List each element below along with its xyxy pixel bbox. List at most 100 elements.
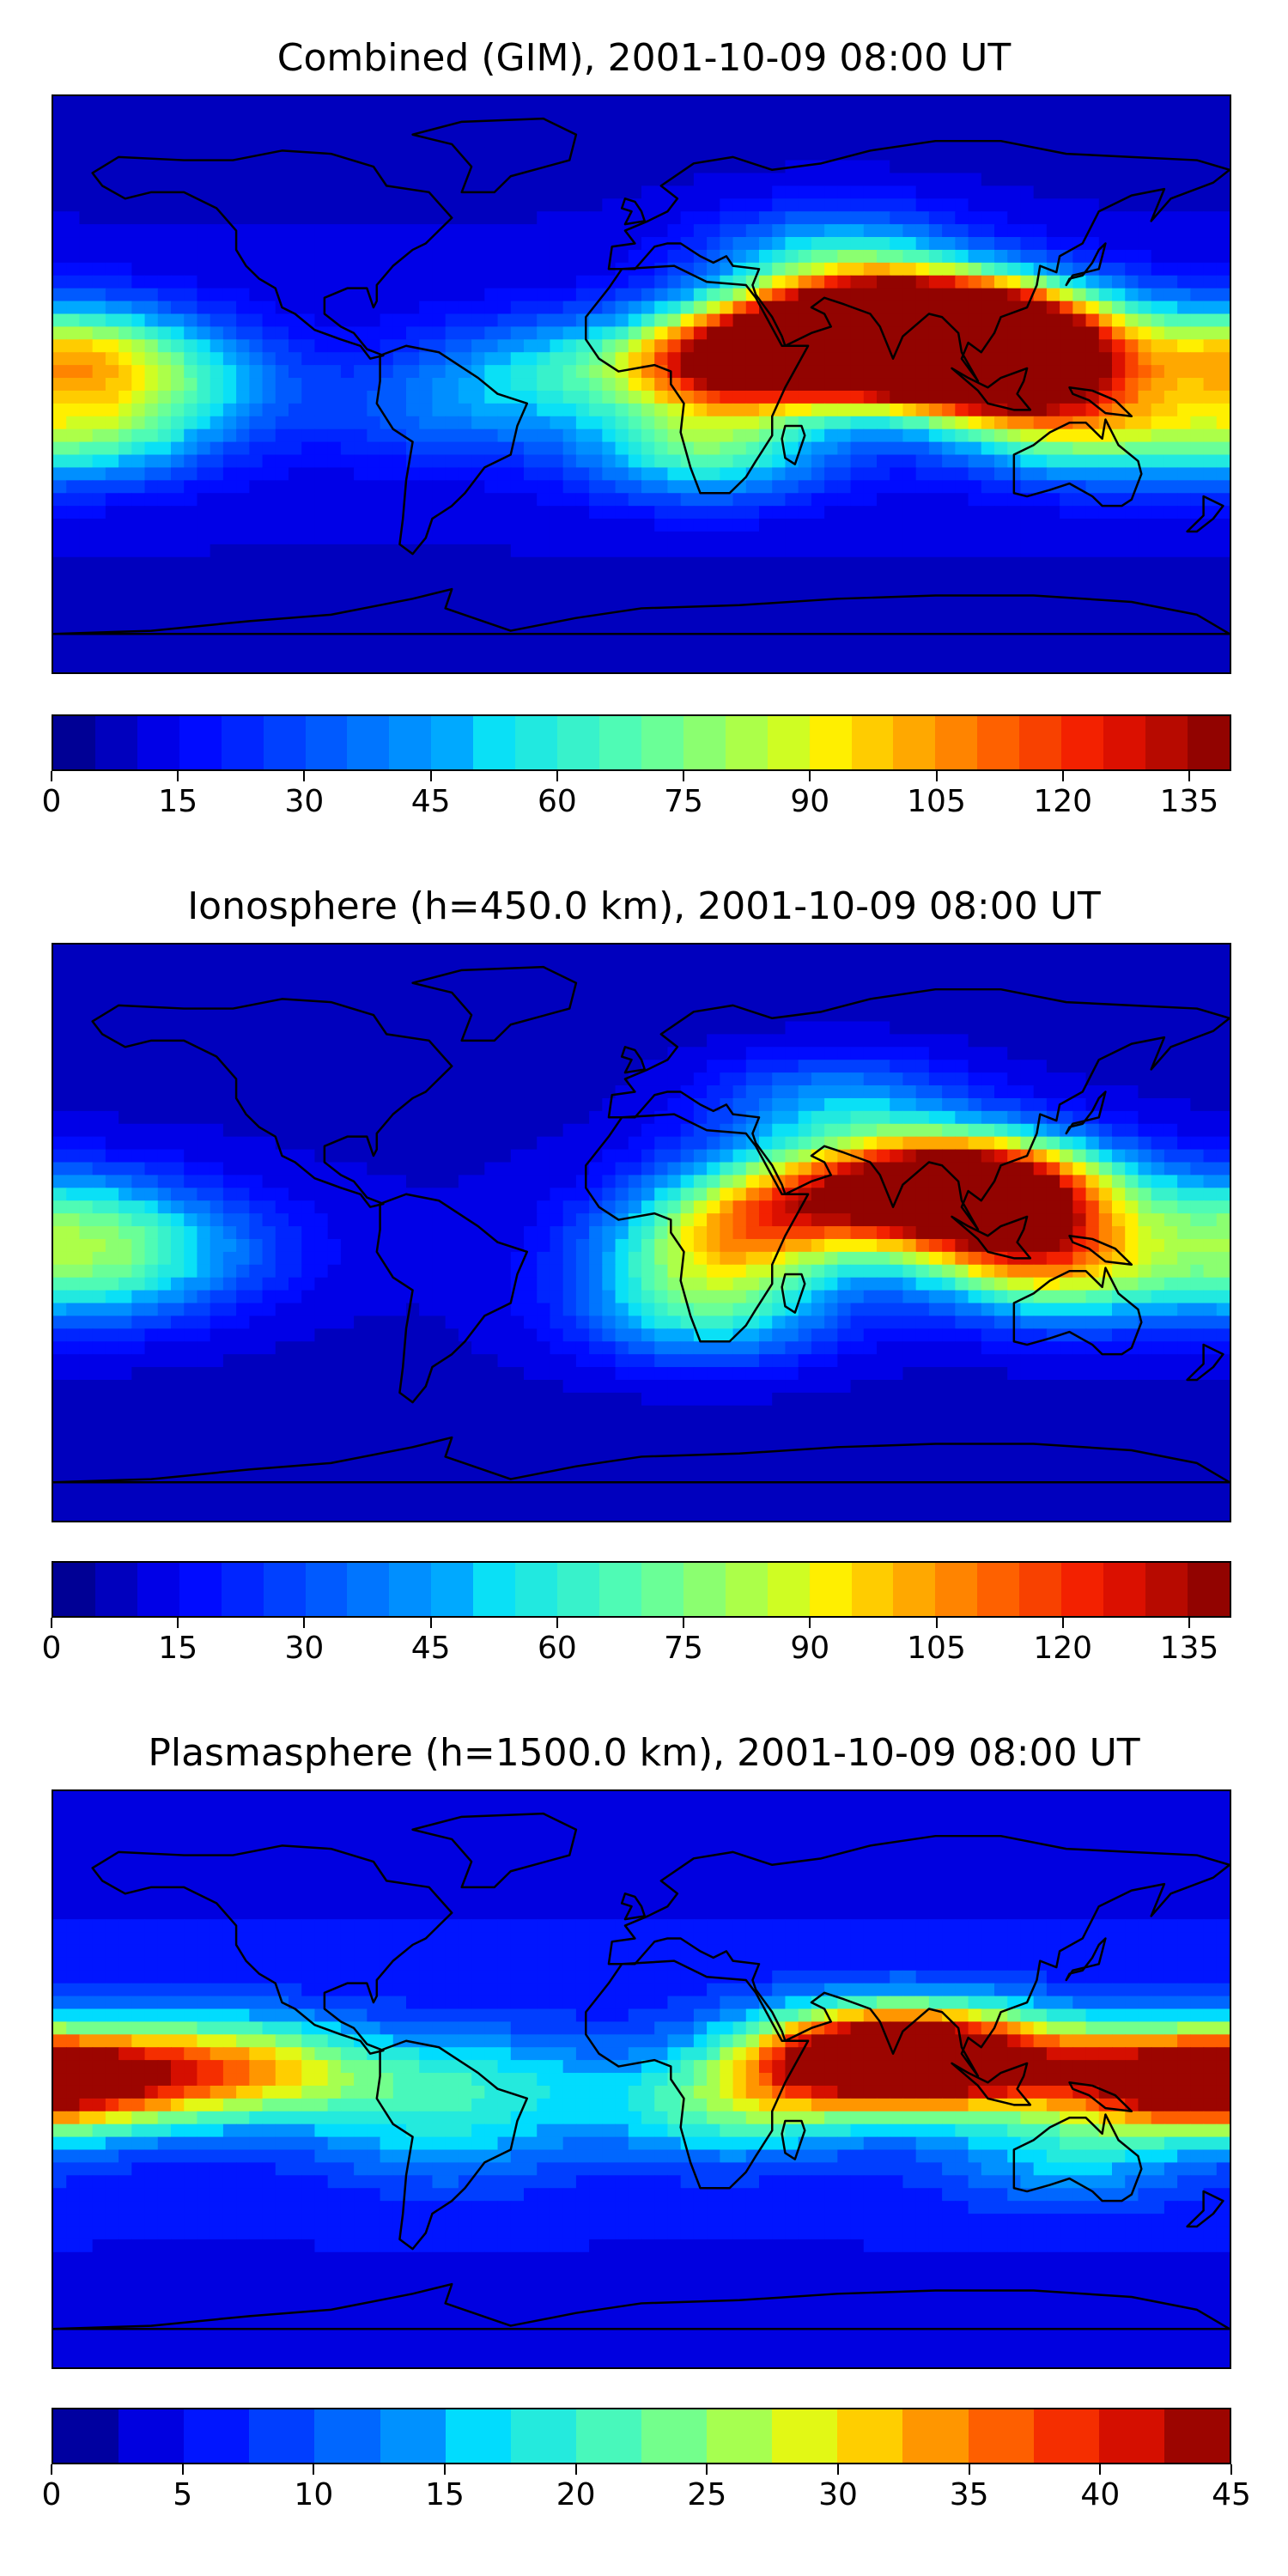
heatmap-cell: [968, 595, 982, 610]
heatmap-cell: [275, 556, 289, 571]
heatmap-cell: [275, 582, 289, 597]
heatmap-cell: [380, 519, 394, 532]
heatmap-cell: [105, 121, 119, 136]
heatmap-cell: [210, 108, 224, 123]
heatmap-cell: [275, 390, 289, 404]
heatmap-cell: [863, 326, 878, 340]
heatmap-cell: [550, 288, 564, 302]
heatmap-cell: [1098, 569, 1113, 584]
heatmap-cell: [890, 249, 904, 264]
heatmap-cell: [680, 1034, 695, 1048]
heatmap-cell: [66, 403, 81, 417]
heatmap-cell: [157, 634, 172, 647]
heatmap-cell: [484, 134, 499, 149]
heatmap-cell: [1138, 352, 1152, 366]
heatmap-cell: [236, 608, 250, 622]
heatmap-cell: [824, 416, 838, 430]
heatmap-cell: [628, 982, 642, 997]
heatmap-cell: [458, 531, 472, 545]
heatmap-cell: [654, 173, 669, 186]
heatmap-cell: [249, 982, 264, 997]
heatmap-cell: [236, 467, 250, 481]
heatmap-cell: [471, 569, 485, 584]
heatmap-cell: [654, 480, 669, 494]
heatmap-cell: [1033, 467, 1048, 481]
heatmap-cell: [1163, 441, 1178, 456]
heatmap-cell: [327, 121, 342, 136]
heatmap-cell: [275, 108, 289, 123]
heatmap-cell: [53, 493, 67, 507]
heatmap-cell: [942, 1021, 956, 1035]
colorbar-level: [1019, 716, 1062, 769]
heatmap-cell: [471, 1008, 485, 1023]
heatmap-cell: [354, 147, 368, 161]
heatmap-cell: [92, 957, 106, 971]
heatmap-cell: [1020, 313, 1035, 327]
heatmap-cell: [1020, 416, 1035, 430]
colorbar-level: [305, 716, 348, 769]
heatmap-cell: [392, 1047, 407, 1060]
heatmap-cell: [275, 595, 289, 610]
heatmap-cell: [497, 441, 512, 456]
heatmap-cell: [942, 365, 956, 379]
heatmap-cell: [1033, 454, 1048, 469]
heatmap-cell: [537, 134, 551, 149]
heatmap-cell: [955, 544, 969, 558]
heatmap-cell: [667, 582, 682, 597]
heatmap-cell: [171, 96, 185, 110]
heatmap-cell: [53, 352, 67, 366]
heatmap-cell: [628, 1021, 642, 1035]
heatmap-cell: [432, 403, 447, 417]
heatmap-cell: [1112, 569, 1126, 584]
heatmap-cell: [615, 634, 629, 647]
heatmap-cell: [157, 224, 172, 238]
heatmap-cell: [118, 569, 132, 584]
heatmap-cell: [981, 301, 995, 315]
heatmap-cell: [942, 326, 956, 340]
heatmap-cell: [144, 173, 159, 186]
heatmap-cell: [1072, 326, 1087, 340]
heatmap-cell: [1046, 313, 1060, 327]
heatmap-cell: [510, 519, 525, 532]
heatmap-cell: [327, 454, 342, 469]
heatmap-cell: [798, 237, 812, 251]
heatmap-cell: [406, 569, 420, 584]
heatmap-cell: [1033, 134, 1048, 149]
heatmap-cell: [602, 326, 617, 340]
heatmap-cell: [380, 493, 394, 507]
heatmap-cell: [693, 608, 708, 622]
heatmap-cell: [458, 467, 472, 481]
heatmap-cell: [628, 945, 642, 958]
heatmap-cell: [262, 480, 276, 494]
heatmap-cell: [1020, 1008, 1035, 1023]
heatmap-cell: [1216, 275, 1230, 289]
heatmap-cell: [289, 211, 302, 225]
heatmap-cell: [641, 957, 655, 971]
heatmap-cell: [759, 454, 773, 469]
heatmap-cell: [877, 582, 890, 597]
heatmap-cell: [184, 544, 198, 558]
heatmap-cell: [811, 531, 825, 545]
heatmap-cell: [406, 982, 420, 997]
heatmap-cell: [641, 659, 655, 672]
heatmap-cell: [1112, 659, 1126, 672]
heatmap-cell: [1190, 262, 1205, 276]
heatmap-cell: [249, 969, 264, 984]
heatmap-cell: [1085, 531, 1100, 545]
heatmap-cell: [118, 378, 132, 392]
heatmap-cell: [406, 365, 420, 379]
heatmap-cell: [445, 96, 459, 110]
heatmap-cell: [471, 480, 485, 494]
heatmap-cell: [811, 441, 825, 456]
heatmap-cell: [184, 288, 198, 302]
heatmap-cell: [458, 134, 472, 149]
heatmap-cell: [380, 531, 394, 545]
heatmap-cell: [458, 326, 472, 340]
heatmap-cell: [641, 556, 655, 571]
heatmap-cell: [1020, 428, 1035, 443]
heatmap-cell: [654, 957, 669, 971]
heatmap-cell: [1007, 608, 1022, 622]
heatmap-cell: [772, 416, 787, 430]
heatmap-cell: [458, 275, 472, 289]
heatmap-cell: [66, 506, 81, 519]
